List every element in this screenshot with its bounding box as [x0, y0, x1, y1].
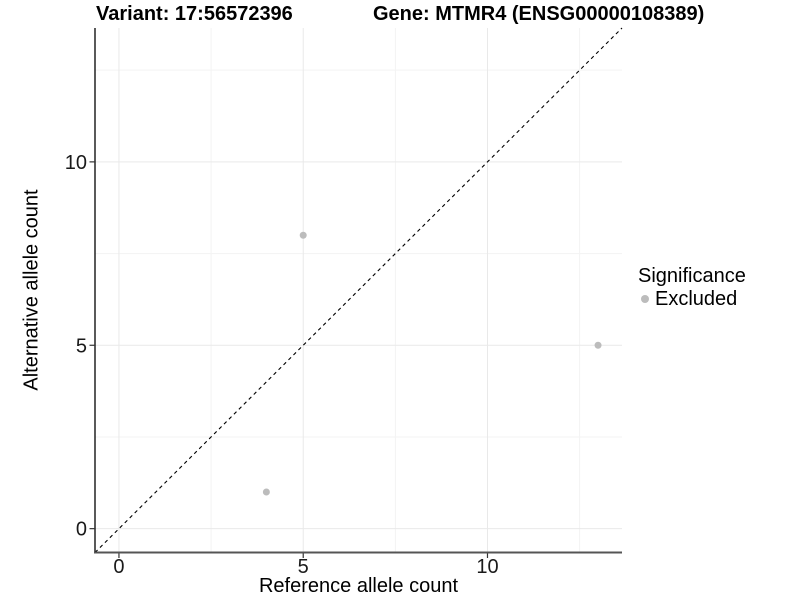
legend-point-icon: [641, 295, 649, 303]
data-point: [262, 488, 270, 496]
legend: Significance Excluded: [638, 264, 746, 310]
y-axis-title: Alternative allele count: [20, 189, 43, 391]
x-tick-label: 10: [476, 556, 498, 578]
legend-title: Significance: [638, 265, 746, 287]
data-point: [594, 341, 602, 349]
plot-title-gene: Gene: MTMR4 (ENSG00000108389): [373, 3, 705, 25]
y-tick-label: 5: [76, 335, 87, 357]
y-tick-label: 10: [65, 152, 87, 174]
x-tick-label: 0: [113, 556, 124, 578]
identity-line: [94, 27, 623, 553]
legend-item-excluded: Excluded: [638, 288, 746, 310]
y-tick-label: 0: [76, 519, 87, 541]
x-axis-title: Reference allele count: [258, 575, 458, 597]
x-tick-label: 5: [298, 556, 309, 578]
legend-item-label: Excluded: [655, 288, 738, 310]
data-point: [299, 231, 307, 239]
plot-title-variant: Variant: 17:56572396: [96, 3, 293, 25]
